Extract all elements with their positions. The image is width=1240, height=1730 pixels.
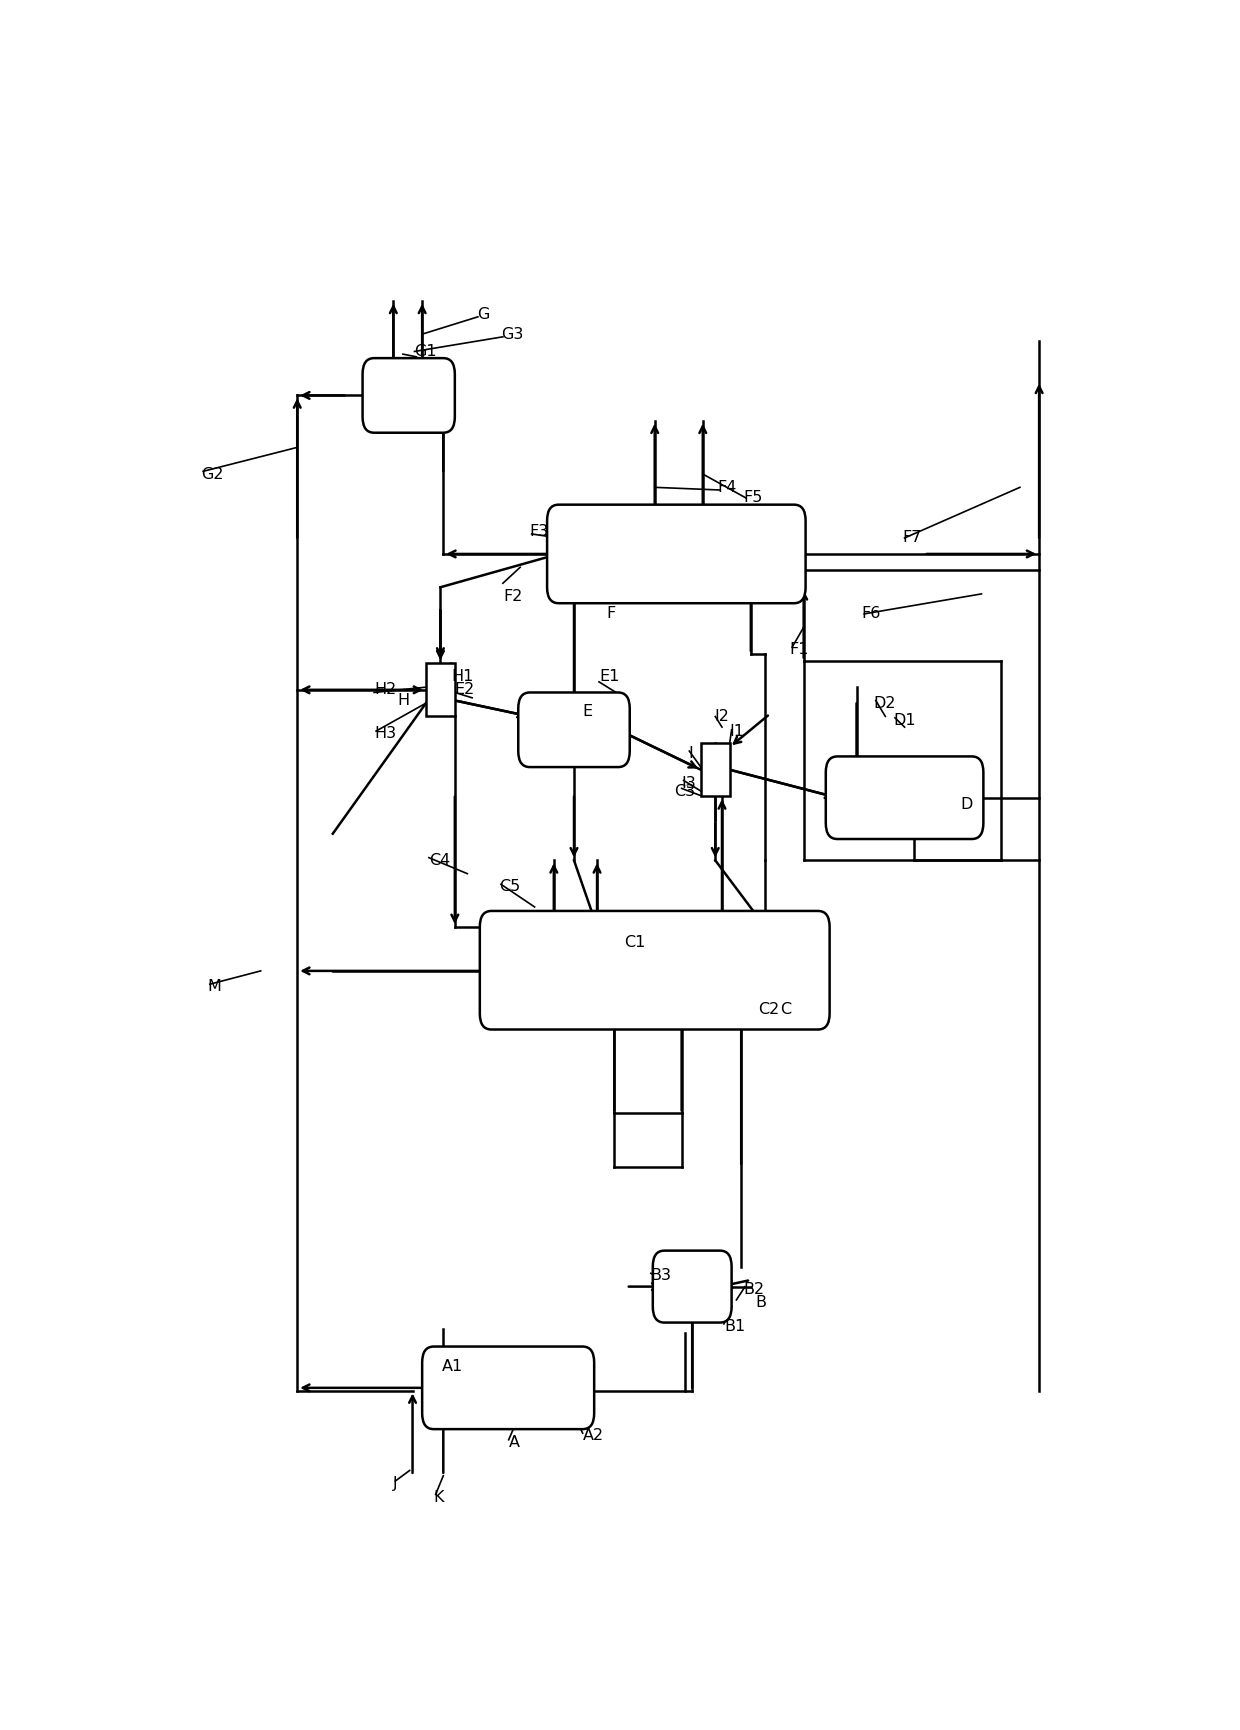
Bar <box>701 744 729 796</box>
Text: F2: F2 <box>503 590 522 604</box>
Text: E2: E2 <box>455 682 475 697</box>
Text: A: A <box>508 1434 520 1450</box>
Text: G1: G1 <box>414 344 436 358</box>
Text: K: K <box>434 1490 444 1505</box>
Text: G: G <box>477 306 490 322</box>
Text: B3: B3 <box>650 1268 671 1284</box>
Text: E: E <box>583 704 593 718</box>
Text: H3: H3 <box>374 727 397 740</box>
Text: G2: G2 <box>201 467 223 481</box>
Text: F4: F4 <box>717 479 737 495</box>
Text: A1: A1 <box>441 1360 463 1374</box>
Text: F1: F1 <box>789 642 808 657</box>
Bar <box>427 663 455 716</box>
Text: H1: H1 <box>451 670 474 683</box>
Text: F3: F3 <box>529 524 549 538</box>
Text: C: C <box>780 1002 791 1017</box>
Text: A2: A2 <box>583 1429 604 1443</box>
Text: H: H <box>397 694 409 708</box>
Text: D: D <box>960 798 972 811</box>
Text: I2: I2 <box>714 709 729 723</box>
Text: C2: C2 <box>759 1002 780 1017</box>
Text: F6: F6 <box>862 607 880 621</box>
Text: F5: F5 <box>743 491 763 505</box>
FancyBboxPatch shape <box>518 692 630 766</box>
Text: I3: I3 <box>682 775 697 791</box>
FancyBboxPatch shape <box>362 358 455 432</box>
Text: C3: C3 <box>675 784 696 799</box>
Text: B1: B1 <box>724 1318 745 1334</box>
Text: D1: D1 <box>893 713 915 728</box>
Text: E1: E1 <box>599 670 619 683</box>
Text: J: J <box>393 1476 398 1491</box>
Text: H2: H2 <box>374 682 397 697</box>
Text: G3: G3 <box>501 327 523 341</box>
Text: F7: F7 <box>903 531 923 545</box>
Text: B: B <box>755 1296 766 1310</box>
Text: D2: D2 <box>874 695 897 711</box>
Text: F: F <box>606 607 616 621</box>
FancyBboxPatch shape <box>826 756 983 839</box>
Text: I: I <box>688 746 693 761</box>
Text: B2: B2 <box>743 1282 764 1298</box>
Text: C4: C4 <box>429 853 450 868</box>
Text: C1: C1 <box>624 936 645 950</box>
FancyBboxPatch shape <box>547 505 806 604</box>
FancyBboxPatch shape <box>652 1251 732 1322</box>
FancyBboxPatch shape <box>422 1346 594 1429</box>
Text: M: M <box>208 979 222 995</box>
FancyBboxPatch shape <box>480 912 830 1029</box>
Text: I1: I1 <box>729 723 745 739</box>
Text: C5: C5 <box>498 879 521 894</box>
